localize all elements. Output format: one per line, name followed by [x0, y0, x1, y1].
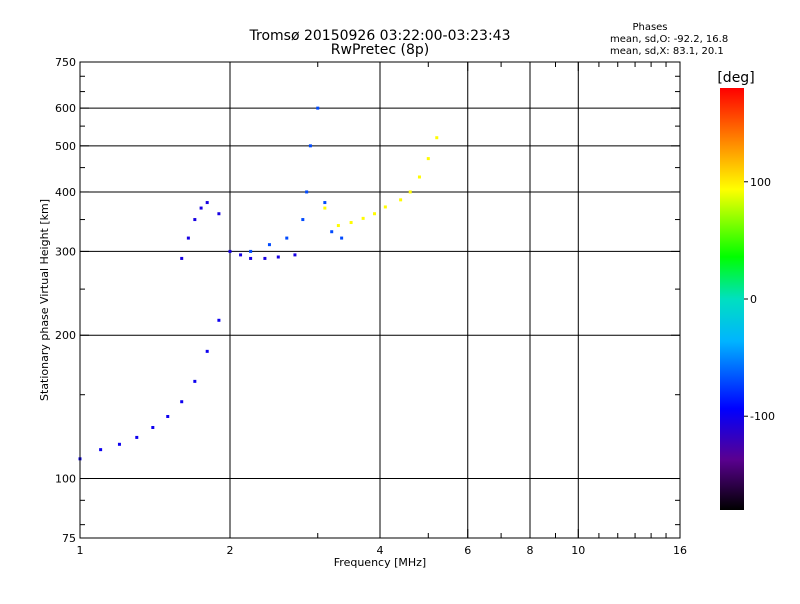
data-point-o-mode-f2 [305, 190, 309, 194]
data-point-o-mode-mid [193, 218, 197, 222]
data-point-o-mode-mid [293, 253, 297, 257]
colorbar-title: [deg] [717, 70, 754, 86]
data-point-o-mode-low [205, 349, 209, 353]
y-tick-label: 200 [55, 329, 76, 342]
data-point-o-mode-low [151, 425, 155, 429]
chart-subtitle: RwPretec (8p) [331, 42, 429, 58]
data-point-o-mode-f2 [323, 201, 327, 205]
y-tick-label: 300 [55, 245, 76, 258]
data-point-x-mode [408, 190, 412, 194]
data-points [78, 106, 439, 461]
colorbar-ticks: 100 0 -100 [744, 176, 775, 423]
data-point-o-mode-f2 [249, 249, 253, 253]
y-axis-ticks: 75 100 200 300 400 500 600 750 [55, 56, 680, 545]
data-point-o-mode-f2 [267, 243, 271, 247]
y-tick-label: 600 [55, 102, 76, 115]
y-tick-label: 400 [55, 186, 76, 199]
data-point-o-mode-f2 [316, 106, 320, 110]
legend-line-o: mean, sd,O: -92.2, 16.8 [610, 34, 728, 45]
data-point-o-mode-f2 [301, 218, 305, 222]
data-point-o-mode-mid [217, 212, 221, 216]
y-axis-label: Stationary phase Virtual Height [km] [38, 199, 51, 401]
x-tick-label: 2 [227, 544, 234, 557]
data-point-o-mode-f2 [330, 230, 334, 234]
y-tick-label: 500 [55, 140, 76, 153]
legend-line-x: mean, sd,X: 83.1, 20.1 [610, 46, 724, 57]
x-tick-label: 8 [527, 544, 534, 557]
chart-title: Tromsø 20150926 03:22:00-03:23:43 [249, 28, 511, 44]
phase-colorbar: [deg] [717, 70, 755, 510]
colorbar-tick-label: 100 [750, 176, 771, 189]
data-point-o-mode-mid [249, 256, 253, 260]
data-point-x-mode [323, 206, 327, 210]
data-point-x-mode [349, 221, 353, 225]
colorbar-tick-label: -100 [750, 410, 775, 423]
plot-area [80, 62, 680, 538]
data-point-o-mode-f2 [340, 236, 344, 240]
x-tick-label: 1 [77, 544, 84, 557]
data-point-x-mode [383, 205, 387, 209]
data-point-x-mode [417, 175, 421, 179]
data-point-x-mode [373, 212, 377, 216]
x-tick-label: 6 [464, 544, 471, 557]
legend-title: Phases [632, 22, 667, 33]
data-point-o-mode-mid [263, 256, 267, 260]
data-point-o-mode-mid [199, 206, 203, 210]
y-tick-label: 75 [62, 532, 76, 545]
data-point-x-mode [336, 224, 340, 228]
x-axis-ticks: 1 2 4 6 8 10 16 [77, 62, 687, 557]
data-point-o-mode-low [99, 448, 103, 452]
data-point-o-mode-mid [276, 255, 280, 259]
colorbar-tick-label: 0 [750, 293, 757, 306]
x-tick-label: 10 [571, 544, 585, 557]
data-point-x-mode [435, 136, 439, 140]
data-point-o-mode-mid [180, 256, 184, 260]
colorbar-gradient [720, 88, 744, 510]
data-point-x-mode [361, 216, 365, 220]
x-axis-label: Frequency [MHz] [334, 556, 426, 569]
data-point-o-mode-low [166, 414, 170, 418]
data-point-o-mode-low [117, 442, 121, 446]
data-point-o-mode-low [193, 379, 197, 383]
data-point-o-mode-mid [239, 253, 243, 257]
data-point-x-mode [426, 157, 430, 161]
x-tick-label: 4 [377, 544, 384, 557]
data-point-x-mode [399, 198, 403, 202]
data-point-o-mode-f2 [285, 236, 289, 240]
data-point-o-mode-mid [186, 236, 190, 240]
data-point-o-mode-low [135, 435, 139, 439]
data-point-o-mode-mid [228, 249, 232, 253]
x-tick-label: 16 [673, 544, 687, 557]
data-point-o-mode-low [217, 318, 221, 322]
data-point-o-mode-mid [205, 201, 209, 205]
y-tick-label: 100 [55, 473, 76, 486]
y-tick-label: 750 [55, 56, 76, 69]
data-point-o-mode-f2 [308, 144, 312, 148]
data-point-o-mode-low [180, 400, 184, 404]
